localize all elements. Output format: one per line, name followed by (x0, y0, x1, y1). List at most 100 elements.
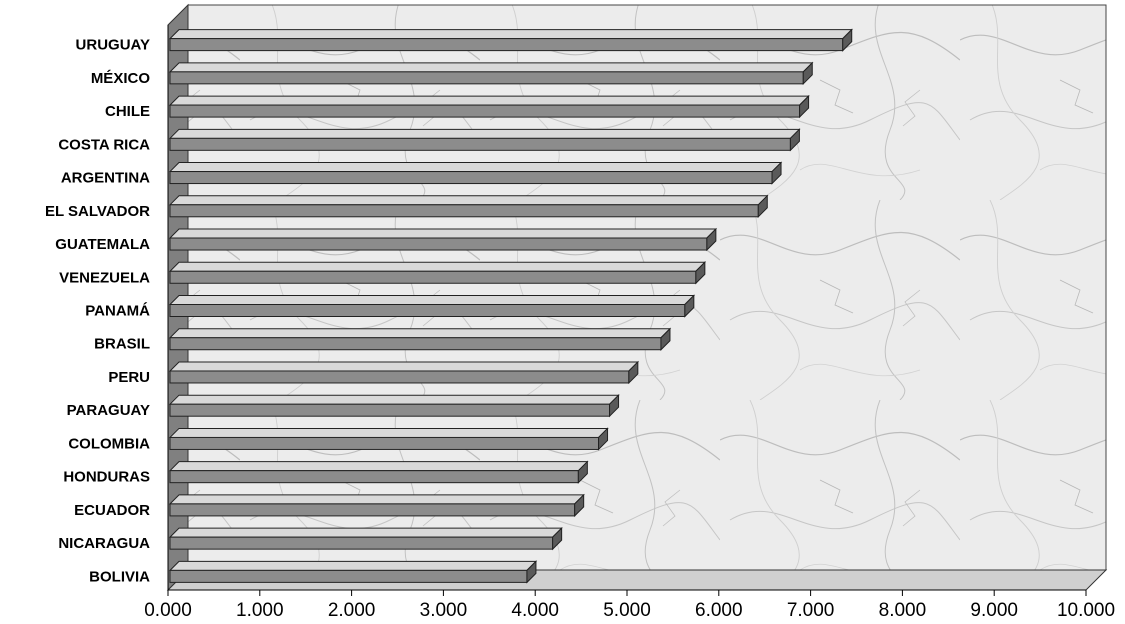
x-tick-label: 8.000 (879, 600, 927, 619)
bar (168, 360, 640, 385)
bar-front (169, 137, 791, 151)
x-tick-label: 10.000 (1057, 600, 1115, 619)
bar-top (168, 162, 783, 173)
category-label: ECUADOR (74, 502, 150, 519)
bar-end (577, 460, 588, 484)
category-labels: URUGUAY MÉXICO CHILE COSTA RICA ARGENTINA EL … (45, 37, 150, 586)
category-label: VENEZUELA (59, 269, 150, 286)
bar-top (168, 361, 640, 372)
bar (168, 560, 538, 584)
bar-end (552, 526, 563, 551)
x-axis: 0.000 1.000 2.000 3.000 4.000 5.000 6.000 7.000… (144, 25, 1115, 621)
bar-top (168, 295, 696, 305)
bar-top (168, 494, 585, 505)
x-tick-label: 5.000 (603, 600, 651, 619)
bar-top (168, 527, 563, 538)
category-label: BOLIVIA (89, 568, 150, 585)
category-label: PARAGUAY (67, 402, 150, 419)
bar-top (168, 560, 538, 571)
bar-front (169, 503, 576, 517)
category-label: URUGUAY (76, 37, 150, 54)
bar-top (168, 427, 609, 438)
bar (168, 128, 801, 152)
bars-group (168, 28, 853, 584)
bar-front (169, 270, 697, 284)
bar-end (628, 360, 639, 385)
bar-end (695, 261, 706, 285)
bar-end (660, 327, 671, 351)
x-tick-label: 1.000 (236, 600, 284, 619)
bar-front (169, 569, 528, 583)
bar-end (684, 294, 695, 318)
bar-top (168, 195, 769, 206)
bar-top (168, 228, 718, 239)
bar (168, 393, 620, 418)
category-label: CHILE (105, 103, 150, 120)
bar (168, 261, 707, 285)
bar-front (169, 104, 801, 118)
category-label: PANAMÁ (85, 303, 150, 320)
bar-front (169, 370, 630, 384)
bar-front (169, 470, 579, 484)
category-label: COLOMBIA (68, 435, 150, 452)
bar-front (169, 71, 804, 85)
bar-top (168, 461, 589, 472)
bar-top (168, 394, 620, 405)
bar-front (169, 536, 554, 550)
category-label: ARGENTINA (61, 170, 150, 187)
category-label: GUATEMALA (55, 236, 150, 253)
back-wall (187, 4, 1107, 571)
bar (168, 227, 718, 252)
bar-end (609, 393, 620, 418)
bar-end (771, 161, 782, 185)
x-tick-label: 6.000 (695, 600, 743, 619)
bar (168, 28, 853, 52)
bar-front (169, 171, 773, 185)
bar-front (169, 38, 844, 52)
bar-top (168, 261, 707, 272)
bar (168, 526, 563, 551)
bar (168, 294, 696, 318)
bar-front (169, 204, 759, 218)
bar (168, 61, 814, 86)
category-label: HONDURAS (63, 469, 150, 486)
bar (168, 427, 609, 451)
bar (168, 194, 769, 219)
bar-end (842, 28, 853, 52)
bar (168, 94, 810, 119)
bar-top (168, 128, 801, 139)
category-label: BRASIL (94, 336, 150, 353)
bar-end (799, 94, 810, 119)
category-label: MÉXICO (91, 70, 151, 87)
x-tick-label: 4.000 (511, 600, 559, 619)
bar (168, 460, 589, 484)
bar (168, 327, 672, 351)
bar-front (169, 436, 600, 450)
category-label: EL SALVADOR (45, 203, 150, 220)
x-tick-label: 2.000 (328, 600, 376, 619)
bar-top (168, 328, 672, 339)
bar-end (526, 560, 537, 584)
category-label: NICARAGUA (58, 535, 150, 552)
bar-end (598, 427, 609, 451)
bar-end (706, 227, 717, 252)
bar-end (574, 493, 585, 518)
category-label: PERU (108, 369, 150, 386)
bar (168, 161, 783, 185)
bar-top (168, 29, 853, 40)
x-tick-label: 7.000 (787, 600, 835, 619)
x-tick-label: 9.000 (970, 600, 1018, 619)
bar-front (169, 403, 611, 417)
bar-front (169, 304, 686, 317)
bar-end (802, 61, 813, 86)
x-tick-label: 0.000 (144, 600, 192, 619)
bar-end (757, 194, 768, 219)
bar-end (789, 128, 800, 152)
bar-top (168, 95, 810, 106)
bar-top (168, 62, 814, 73)
bar-front (169, 337, 662, 351)
bar-front (169, 237, 708, 251)
x-tick-label: 3.000 (420, 600, 468, 619)
